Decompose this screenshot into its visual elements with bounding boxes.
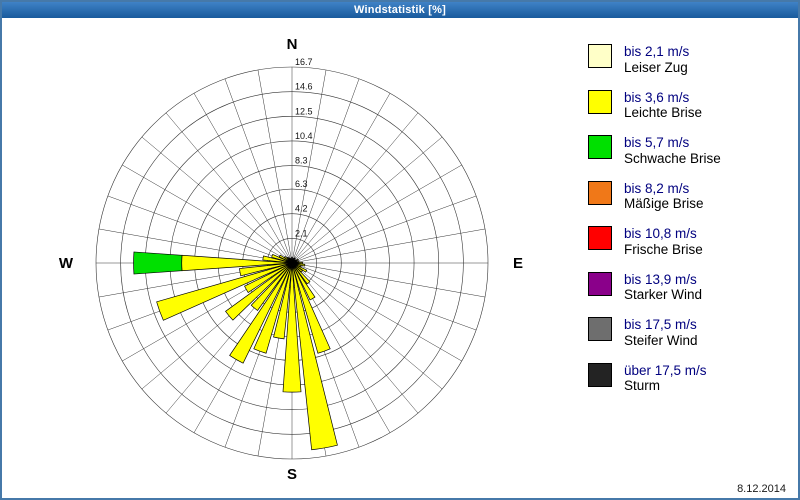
legend: bis 2,1 m/s Leiser Zug bis 3,6 m/s Leichte … — [588, 44, 721, 408]
ring-label: 16.7 — [295, 57, 313, 67]
wind-rose-chart: 2.1 4.2 6.3 8.3 10.4 12.5 14.6 16.7 N E S W — [59, 36, 523, 483]
legend-swatch-schwache_brise — [588, 135, 612, 159]
grid-spoke — [291, 136, 443, 264]
petal-160-leichte_brise — [291, 262, 331, 354]
legend-label-frische_brise: bis 10,8 m/s Frische Brise — [624, 226, 703, 257]
legend-label-schwache_brise: bis 5,7 m/s Schwache Brise — [624, 135, 721, 166]
grid-spoke — [224, 78, 293, 264]
ring-label: 6.3 — [295, 179, 308, 189]
legend-swatch-maessige_brise — [588, 180, 612, 205]
petal-180-leichte_brise — [282, 262, 302, 393]
date-label: 8.12.2014 — [737, 483, 786, 495]
petal-210-leichte_brise — [229, 262, 293, 364]
legend-item-starker_wind: bis 13,9 m/s Starker Wind — [588, 271, 721, 303]
legend-speed: bis 10,8 m/s — [624, 226, 697, 241]
legend-item-sturm: über 17,5 m/s Sturm — [588, 362, 721, 394]
legend-label-leichte_brise: bis 3,6 m/s Leichte Brise — [624, 90, 702, 121]
legend-name: Starker Wind — [624, 287, 703, 302]
legend-label-maessige_brise: bis 8,2 m/s Mäßige Brise — [624, 181, 704, 212]
grid-spoke — [165, 112, 293, 264]
legend-name: Leiser Zug — [624, 59, 688, 75]
legend-label-leiser_zug: bis 2,1 m/s Leiser Zug — [624, 44, 689, 75]
legend-item-leiser_zug: bis 2,1 m/s Leiser Zug — [588, 44, 721, 75]
window-title: Windstatistik [%] — [354, 4, 446, 16]
compass-label-S: S — [287, 466, 297, 483]
legend-label-steifer_wind: bis 17,5 m/s Steifer Wind — [624, 317, 698, 348]
grid-spoke — [291, 93, 391, 264]
legend-item-maessige_brise: bis 8,2 m/s Mäßige Brise — [588, 180, 721, 212]
legend-name: Leichte Brise — [624, 105, 703, 120]
legend-name: Frische Brise — [624, 241, 703, 257]
legend-name: Steifer Wind — [624, 332, 698, 348]
grid-spoke — [291, 69, 327, 264]
grid-spoke — [291, 262, 486, 298]
grid-spoke — [122, 164, 293, 264]
petal-350-leichte_brise — [290, 259, 293, 264]
ring-label: 4.2 — [295, 204, 308, 214]
legend-swatch-starker_wind — [588, 271, 612, 296]
legend-item-steifer_wind: bis 17,5 m/s Steifer Wind — [588, 317, 721, 348]
grid-spoke — [107, 195, 293, 264]
ring-label: 10.4 — [295, 131, 313, 141]
grid-spoke — [257, 69, 293, 264]
grid-spoke — [291, 262, 419, 414]
legend-name: Schwache Brise — [624, 150, 721, 166]
title-bar: Windstatistik [%] — [2, 2, 798, 18]
grid-spoke — [291, 112, 419, 264]
petal-230-leichte_brise — [225, 262, 293, 321]
grid-spoke — [98, 228, 293, 264]
legend-speed: bis 17,5 m/s — [624, 317, 697, 332]
grid-spoke — [291, 78, 360, 264]
legend-speed: bis 3,6 m/s — [624, 89, 690, 105]
legend-speed: bis 8,2 m/s — [624, 180, 690, 196]
legend-name: Mäßige Brise — [624, 196, 704, 211]
ring-label: 8.3 — [295, 156, 308, 166]
legend-swatch-sturm — [588, 362, 612, 387]
legend-item-frische_brise: bis 10,8 m/s Frische Brise — [588, 226, 721, 257]
petal-250-leichte_brise — [156, 262, 293, 321]
petal-150-leichte_brise — [291, 262, 316, 301]
ring-label: 2.1 — [295, 228, 308, 238]
legend-speed: bis 2,1 m/s — [624, 44, 690, 59]
grid-spoke — [291, 262, 462, 362]
legend-name: Sturm — [624, 378, 661, 393]
grid-ring — [95, 66, 489, 460]
grid-spoke — [193, 93, 293, 264]
legend-swatch-leichte_brise — [588, 89, 612, 114]
legend-swatch-steifer_wind — [588, 317, 612, 341]
compass-label-E: E — [513, 255, 523, 272]
grid-spoke — [291, 228, 486, 264]
petal-220-leichte_brise — [250, 262, 293, 311]
legend-item-schwache_brise: bis 5,7 m/s Schwache Brise — [588, 135, 721, 166]
petal-260-leichte_brise — [239, 262, 293, 277]
grid-spoke — [291, 164, 462, 264]
petal-270-schwache_brise — [133, 251, 183, 275]
grid-spoke — [291, 262, 443, 390]
legend-label-starker_wind: bis 13,9 m/s Starker Wind — [624, 272, 702, 303]
grid-spoke — [291, 262, 477, 331]
compass-label-W: W — [59, 255, 74, 272]
legend-speed: bis 13,9 m/s — [624, 271, 697, 287]
ring-label: 12.5 — [295, 106, 313, 116]
legend-speed: bis 5,7 m/s — [624, 135, 690, 150]
grid-spoke — [141, 136, 293, 264]
legend-speed: über 17,5 m/s — [624, 362, 707, 378]
petal-240-leichte_brise — [244, 262, 293, 294]
legend-item-leichte_brise: bis 3,6 m/s Leichte Brise — [588, 89, 721, 121]
petal-170-leichte_brise — [291, 262, 338, 451]
grid-spoke — [291, 195, 477, 264]
legend-swatch-leiser_zug — [588, 44, 612, 68]
petal-190-leichte_brise — [273, 262, 293, 340]
ring-label: 14.6 — [295, 82, 313, 92]
grid-ring — [120, 91, 464, 435]
compass-label-N: N — [287, 36, 298, 53]
petal-200-leichte_brise — [253, 262, 293, 354]
legend-label-sturm: über 17,5 m/s Sturm — [624, 363, 707, 394]
legend-swatch-frische_brise — [588, 226, 612, 250]
